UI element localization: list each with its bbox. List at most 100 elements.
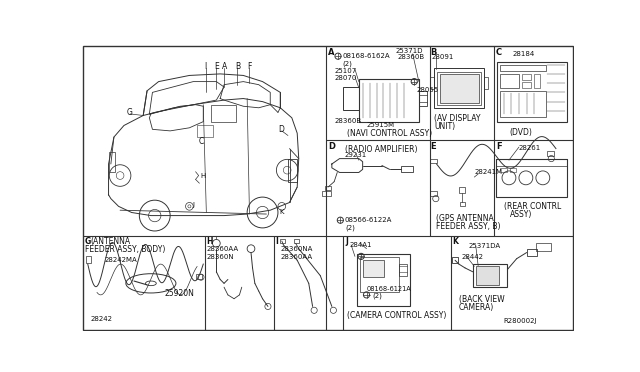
- Text: 28360B: 28360B: [397, 54, 424, 60]
- Text: 28360NA: 28360NA: [280, 246, 312, 252]
- Bar: [288, 158, 297, 182]
- Text: CAMERA): CAMERA): [459, 302, 494, 312]
- Text: F: F: [247, 62, 252, 71]
- Bar: [484, 77, 488, 89]
- Bar: [280, 239, 285, 243]
- Bar: [452, 257, 458, 263]
- Bar: [325, 186, 331, 190]
- Bar: [360, 257, 399, 292]
- Bar: [363, 260, 384, 277]
- Text: 08168-6162A: 08168-6162A: [342, 53, 390, 59]
- Text: 28261: 28261: [519, 145, 541, 151]
- Text: 28360B: 28360B: [335, 118, 362, 124]
- Bar: [500, 168, 507, 173]
- Text: K: K: [280, 209, 284, 215]
- Bar: [419, 91, 427, 106]
- Text: 25371D: 25371D: [396, 48, 423, 54]
- Text: 25107: 25107: [335, 68, 357, 74]
- Text: J: J: [345, 237, 348, 246]
- Bar: [431, 158, 436, 163]
- Text: 25920N: 25920N: [164, 289, 195, 298]
- Text: 28442: 28442: [461, 254, 483, 260]
- Text: K: K: [452, 237, 459, 246]
- Text: 28242MA: 28242MA: [105, 257, 138, 263]
- Bar: [322, 191, 331, 196]
- Text: 08566-6122A: 08566-6122A: [345, 217, 392, 223]
- Bar: [431, 191, 436, 196]
- Text: (2): (2): [342, 60, 353, 67]
- Text: 28242: 28242: [91, 316, 113, 322]
- Text: 28184: 28184: [513, 51, 535, 57]
- Text: (NAVI CONTROL ASSY): (NAVI CONTROL ASSY): [348, 129, 433, 138]
- Text: G: G: [84, 237, 91, 246]
- Text: 08168-6121A: 08168-6121A: [367, 286, 412, 292]
- Bar: [509, 168, 516, 173]
- Bar: [536, 243, 551, 251]
- Bar: [401, 166, 413, 173]
- Text: E: E: [214, 62, 219, 71]
- Bar: [476, 266, 499, 285]
- Bar: [473, 264, 508, 287]
- Text: D: D: [278, 125, 284, 135]
- Text: A: A: [221, 62, 227, 71]
- Text: J: J: [193, 202, 195, 208]
- Bar: [522, 81, 531, 88]
- Bar: [460, 202, 465, 206]
- Text: FEEDER ASSY, BODY): FEEDER ASSY, BODY): [84, 245, 165, 254]
- Text: 25371DA: 25371DA: [469, 243, 501, 249]
- Text: H: H: [206, 237, 213, 246]
- Text: 28091: 28091: [432, 54, 454, 60]
- Text: C: C: [198, 137, 204, 146]
- Text: B: B: [431, 48, 436, 57]
- Text: 28360N: 28360N: [206, 254, 234, 260]
- Text: E: E: [431, 142, 436, 151]
- Bar: [109, 153, 115, 172]
- Text: (REAR CONTRL: (REAR CONTRL: [504, 202, 561, 212]
- Text: A: A: [328, 48, 335, 57]
- Bar: [500, 74, 519, 88]
- Text: (CAMERA CONTROL ASSY): (CAMERA CONTROL ASSY): [348, 311, 447, 320]
- Text: FEEDER ASSY, B): FEEDER ASSY, B): [436, 222, 500, 231]
- Text: G: G: [126, 108, 132, 117]
- Bar: [534, 74, 540, 88]
- Text: UNIT): UNIT): [435, 122, 456, 131]
- Text: 29231: 29231: [345, 153, 367, 158]
- Text: (DVD): (DVD): [509, 128, 532, 137]
- Bar: [440, 74, 479, 103]
- Bar: [497, 62, 566, 122]
- Text: I: I: [276, 237, 278, 246]
- Bar: [547, 151, 554, 155]
- Bar: [437, 71, 481, 106]
- Text: (BACK VIEW: (BACK VIEW: [459, 295, 504, 304]
- Bar: [522, 74, 531, 80]
- Bar: [294, 239, 299, 243]
- Text: F: F: [496, 142, 502, 151]
- Bar: [344, 87, 359, 110]
- Bar: [399, 264, 406, 276]
- Text: I: I: [204, 62, 206, 71]
- Text: (2): (2): [372, 293, 383, 299]
- Text: 284A1: 284A1: [349, 242, 372, 248]
- Bar: [431, 77, 435, 89]
- Text: B: B: [235, 62, 240, 71]
- Bar: [527, 250, 538, 256]
- Text: (ANTENNA: (ANTENNA: [91, 237, 131, 246]
- Text: ASSY): ASSY): [509, 210, 532, 219]
- Text: (AV DISPLAY: (AV DISPLAY: [435, 114, 481, 123]
- Bar: [496, 158, 566, 166]
- Bar: [86, 256, 91, 263]
- Bar: [496, 158, 566, 197]
- Bar: [500, 91, 546, 117]
- Bar: [357, 254, 410, 307]
- Bar: [197, 125, 212, 137]
- Text: D: D: [328, 142, 335, 151]
- Bar: [359, 79, 419, 122]
- Text: 28360AA: 28360AA: [206, 246, 239, 252]
- Text: 28241M: 28241M: [474, 169, 502, 175]
- Text: 28070: 28070: [335, 76, 357, 81]
- Text: R280002J: R280002J: [504, 318, 537, 324]
- Text: (RADIO AMPLIFIER): (RADIO AMPLIFIER): [345, 145, 417, 154]
- Text: 28360AA: 28360AA: [280, 254, 312, 260]
- Text: (GPS ANTENNA: (GPS ANTENNA: [436, 214, 493, 223]
- Bar: [459, 187, 465, 193]
